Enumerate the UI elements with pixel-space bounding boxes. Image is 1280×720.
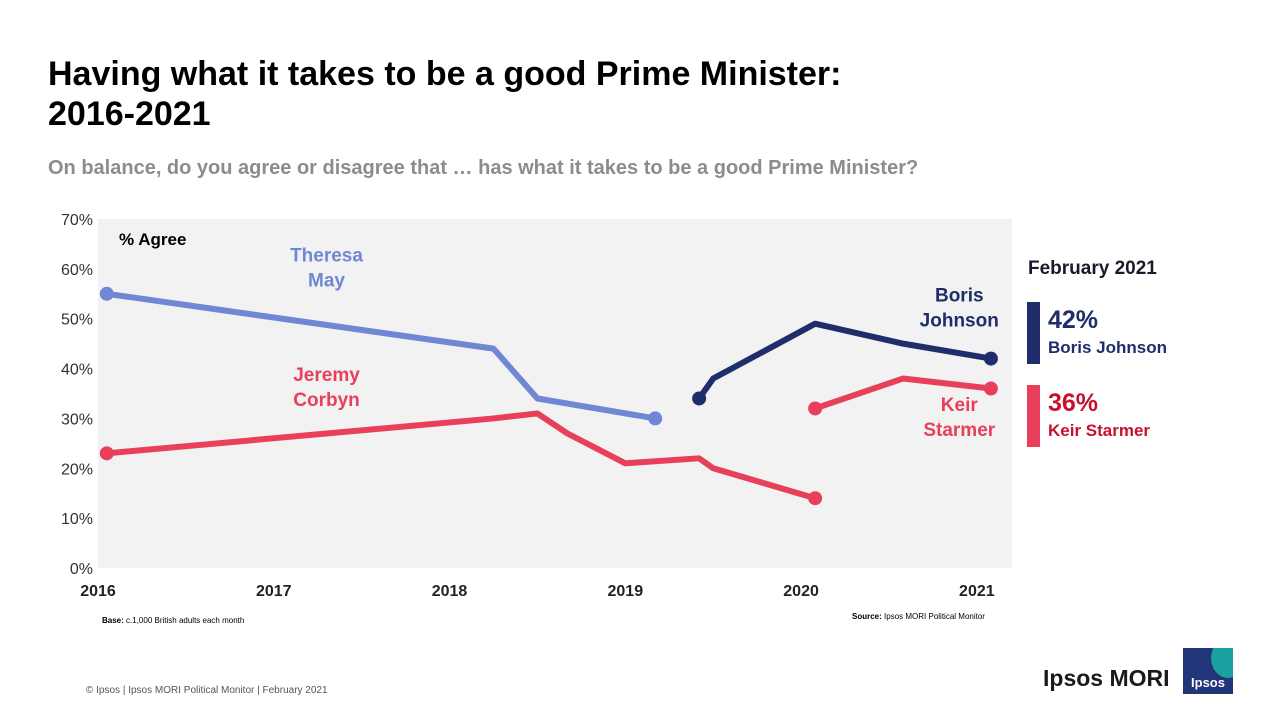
y-tick-label: 50% xyxy=(61,312,93,329)
series-label: Theresa xyxy=(290,245,363,266)
legend-value: 42% xyxy=(1048,306,1099,334)
footer-text: © Ipsos | Ipsos MORI Political Monitor |… xyxy=(86,685,328,696)
x-tick-label: 2021 xyxy=(959,583,995,600)
brand-name: Ipsos MORI xyxy=(1043,665,1170,691)
data-point xyxy=(648,411,663,426)
data-point xyxy=(808,401,823,416)
series-line xyxy=(812,375,994,412)
y-tick-label: 30% xyxy=(61,411,93,428)
plot-area xyxy=(98,219,1012,568)
chart-title: Having what it takes to be a good Prime … xyxy=(48,54,841,134)
base-text: c.1,000 British adults each month xyxy=(126,616,245,625)
data-point xyxy=(983,351,998,366)
series-line xyxy=(696,320,994,402)
y-tick-label: 40% xyxy=(61,362,93,379)
legend-heading: February 2021 xyxy=(1028,258,1157,279)
series-label: Johnson xyxy=(920,310,999,331)
y-axis-label: % Agree xyxy=(119,230,186,249)
title-line-2: 2016-2021 xyxy=(48,95,211,133)
series-line xyxy=(103,410,819,502)
data-point xyxy=(808,491,823,506)
series-label: Starmer xyxy=(923,420,995,441)
x-tick-label: 2020 xyxy=(783,583,819,600)
series-label: Boris xyxy=(935,285,984,306)
series-label: Corbyn xyxy=(293,390,360,411)
logo-text: Ipsos xyxy=(1191,675,1225,690)
chart-subtitle: On balance, do you agree or disagree tha… xyxy=(48,157,919,179)
ipsos-logo: Ipsos xyxy=(1183,648,1233,694)
legend-swatch xyxy=(1027,302,1040,364)
legend-name: Boris Johnson xyxy=(1048,338,1168,357)
source-text: Ipsos MORI Political Monitor xyxy=(884,612,985,621)
y-tick-label: 20% xyxy=(61,461,93,478)
x-tick-label: 2018 xyxy=(432,583,468,600)
x-tick-label: 2019 xyxy=(608,583,644,600)
x-tick-label: 2017 xyxy=(256,583,292,600)
legend-value: 36% xyxy=(1048,389,1099,417)
series-label: May xyxy=(308,270,345,291)
base-label: Base: xyxy=(102,616,124,625)
y-tick-label: 60% xyxy=(61,262,93,279)
y-tick-label: 10% xyxy=(61,511,93,528)
data-point xyxy=(983,381,998,396)
series-label: Keir xyxy=(941,395,979,416)
legend-name: Keir Starmer xyxy=(1048,421,1151,440)
data-point xyxy=(99,286,114,301)
base-note: Base: c.1,000 British adults each month xyxy=(102,616,244,625)
x-tick-label: 2016 xyxy=(80,583,116,600)
data-point xyxy=(692,391,707,406)
legend-swatch xyxy=(1027,385,1040,447)
series-label: Jeremy xyxy=(293,365,360,386)
source-note: Source: Ipsos MORI Political Monitor xyxy=(852,612,985,621)
y-tick-label: 0% xyxy=(70,561,93,578)
title-line-1: Having what it takes to be a good Prime … xyxy=(48,55,842,93)
series-line xyxy=(103,290,659,422)
data-point xyxy=(99,446,114,461)
source-label: Source: xyxy=(852,612,882,621)
y-tick-label: 70% xyxy=(61,212,93,229)
logo-shape xyxy=(1211,648,1233,678)
